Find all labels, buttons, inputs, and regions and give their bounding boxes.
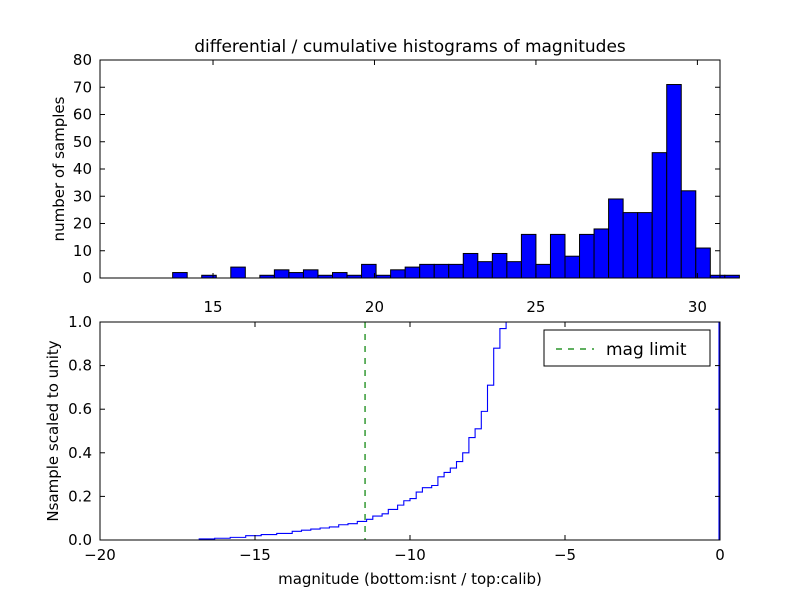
legend-entry-mag-limit: mag limit bbox=[606, 340, 687, 360]
histogram-bar bbox=[462, 252, 479, 279]
x-tick-label: 20 bbox=[365, 298, 384, 316]
histogram-bar bbox=[593, 228, 610, 279]
histogram-bar bbox=[680, 190, 697, 279]
legend: mag limit bbox=[543, 329, 711, 367]
bottom-x-axis-label: magnitude (bottom:isnt / top:calib) bbox=[278, 570, 542, 588]
chart-title: differential / cumulative histograms of … bbox=[194, 37, 626, 57]
histogram-bar bbox=[622, 212, 639, 279]
histogram-bar bbox=[477, 261, 493, 279]
histogram-bar bbox=[549, 233, 566, 279]
x-tick-label: −20 bbox=[84, 546, 116, 564]
histogram-bar bbox=[564, 255, 581, 279]
x-tick-label: 15 bbox=[203, 298, 222, 316]
bottom-plot-frame bbox=[99, 321, 721, 541]
y-tick-label: 80 bbox=[73, 51, 92, 69]
histogram-bar bbox=[332, 272, 348, 279]
bottom-y-axis-label: Nsample scaled to unity bbox=[44, 340, 62, 521]
histogram-bar bbox=[608, 198, 624, 279]
histogram-bar bbox=[535, 263, 551, 279]
histogram-bar bbox=[288, 272, 304, 279]
x-tick-label: −5 bbox=[554, 546, 576, 564]
y-tick-label: 60 bbox=[73, 106, 92, 124]
y-tick-label: 0.8 bbox=[68, 357, 92, 375]
y-tick-label: 0.0 bbox=[68, 531, 92, 549]
y-tick-label: 10 bbox=[73, 242, 92, 260]
bottom-axis-ticks: 0.0 0.2 0.4 0.6 0.8 1.0 −20 −15 −10 −5 0 bbox=[68, 313, 725, 564]
histogram-bar bbox=[273, 269, 290, 279]
y-tick-label: 50 bbox=[73, 133, 92, 151]
top-plot-frame bbox=[99, 59, 721, 279]
y-tick-label: 70 bbox=[73, 78, 92, 96]
histogram-bars bbox=[172, 84, 740, 279]
histogram-bar bbox=[579, 233, 595, 279]
y-tick-label: 1.0 bbox=[68, 313, 92, 331]
histogram-bar bbox=[361, 263, 377, 279]
bottom-cumulative-panel: 0.0 0.2 0.4 0.6 0.8 1.0 −20 −15 −10 −5 0 magnitude… bbox=[44, 313, 725, 588]
cumulative-lines bbox=[100, 321, 720, 541]
y-tick-label: 20 bbox=[73, 215, 92, 233]
x-tick-label: 0 bbox=[715, 546, 725, 564]
histogram-bar bbox=[433, 263, 450, 279]
histogram-bar bbox=[695, 247, 711, 279]
y-tick-label: 30 bbox=[73, 187, 92, 205]
histogram-bar bbox=[302, 269, 319, 279]
y-tick-label: 0.4 bbox=[68, 444, 92, 462]
histogram-bar bbox=[724, 274, 740, 279]
cumulative-step-line bbox=[100, 321, 717, 541]
histogram-bar bbox=[651, 152, 668, 279]
histogram-bar bbox=[390, 269, 406, 279]
y-tick-label: 0.2 bbox=[68, 487, 92, 505]
x-tick-label: −15 bbox=[239, 546, 271, 564]
y-tick-label: 0 bbox=[82, 269, 92, 287]
legend-box bbox=[543, 329, 711, 367]
histogram-bar bbox=[172, 272, 188, 279]
x-tick-label: 25 bbox=[526, 298, 545, 316]
y-tick-label: 0.6 bbox=[68, 400, 92, 418]
histogram-bar bbox=[230, 266, 246, 279]
y-tick-label: 40 bbox=[73, 160, 92, 178]
histogram-bar bbox=[404, 266, 421, 279]
x-tick-label: −10 bbox=[394, 546, 426, 564]
histogram-bar bbox=[666, 84, 682, 279]
histogram-bar bbox=[448, 263, 464, 279]
histogram-bar bbox=[520, 233, 537, 279]
histogram-bar bbox=[491, 252, 508, 279]
histogram-bar bbox=[506, 261, 522, 279]
histogram-bar bbox=[637, 212, 653, 279]
histogram-bar bbox=[419, 263, 435, 279]
top-histogram-panel: 0 10 20 30 40 50 60 70 80 15 20 25 30 number of samp… bbox=[50, 51, 740, 316]
x-tick-label: 30 bbox=[688, 298, 707, 316]
top-y-axis-label: number of samples bbox=[50, 96, 68, 241]
